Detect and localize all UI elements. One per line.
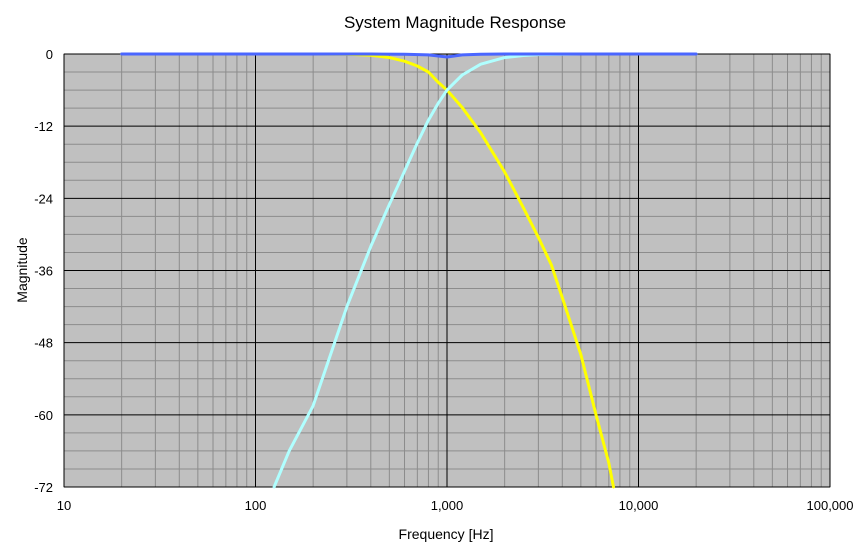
y-tick-labels: 0 -12 -24 -36 -48 -60 -72 bbox=[34, 47, 53, 495]
x-tick-label: 10 bbox=[57, 498, 71, 513]
x-tick-label: 10,000 bbox=[619, 498, 659, 513]
x-axis-label: Frequency [Hz] bbox=[399, 526, 494, 542]
series-line-3 bbox=[120, 52, 698, 59]
x-tick-label: 100 bbox=[245, 498, 267, 513]
chart-title: System Magnitude Response bbox=[344, 13, 566, 32]
y-tick-label: 0 bbox=[46, 47, 53, 62]
x-tick-label: 1,000 bbox=[431, 498, 464, 513]
grid-major bbox=[63, 53, 831, 488]
x-tick-label: 100,000 bbox=[807, 498, 854, 513]
y-tick-label: -48 bbox=[34, 336, 53, 351]
y-tick-label: -60 bbox=[34, 408, 53, 423]
y-tick-label: -72 bbox=[34, 480, 53, 495]
y-axis-label: Magnitude bbox=[14, 237, 30, 303]
y-tick-label: -36 bbox=[34, 264, 53, 279]
x-tick-labels: 10 100 1,000 10,000 100,000 bbox=[57, 498, 854, 513]
series-layer bbox=[120, 52, 698, 489]
y-tick-label: -12 bbox=[34, 119, 53, 134]
y-tick-label: -24 bbox=[34, 191, 53, 206]
